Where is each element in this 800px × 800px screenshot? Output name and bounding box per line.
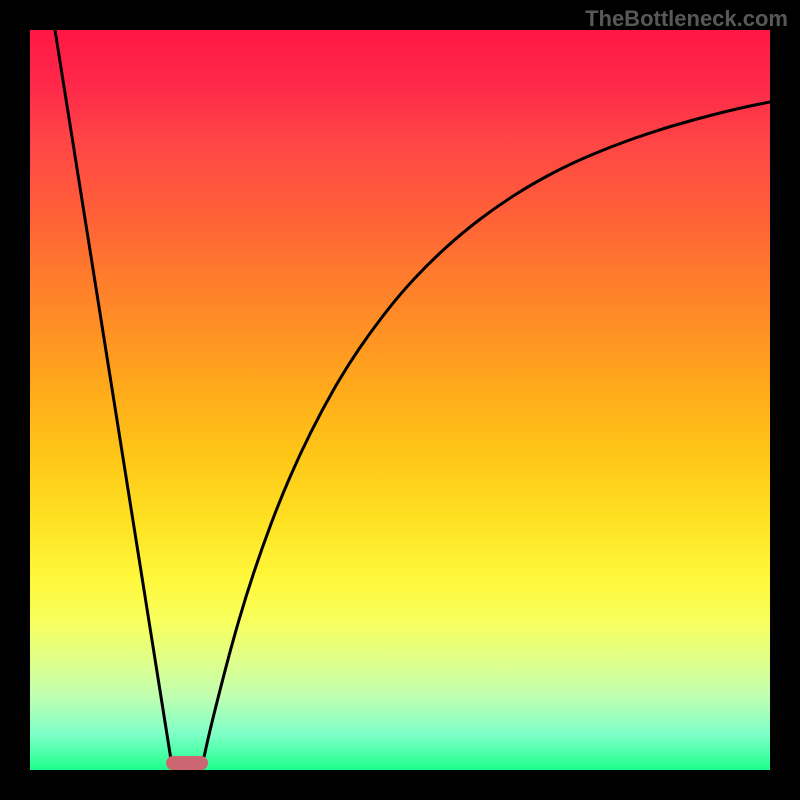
chart-container: TheBottleneck.com [0,0,800,800]
left-descending-line [55,30,172,766]
watermark-text: TheBottleneck.com [585,6,788,32]
bottleneck-marker [166,756,208,770]
plot-area [30,30,770,770]
right-rising-curve [202,102,770,766]
curve-layer [30,30,770,770]
